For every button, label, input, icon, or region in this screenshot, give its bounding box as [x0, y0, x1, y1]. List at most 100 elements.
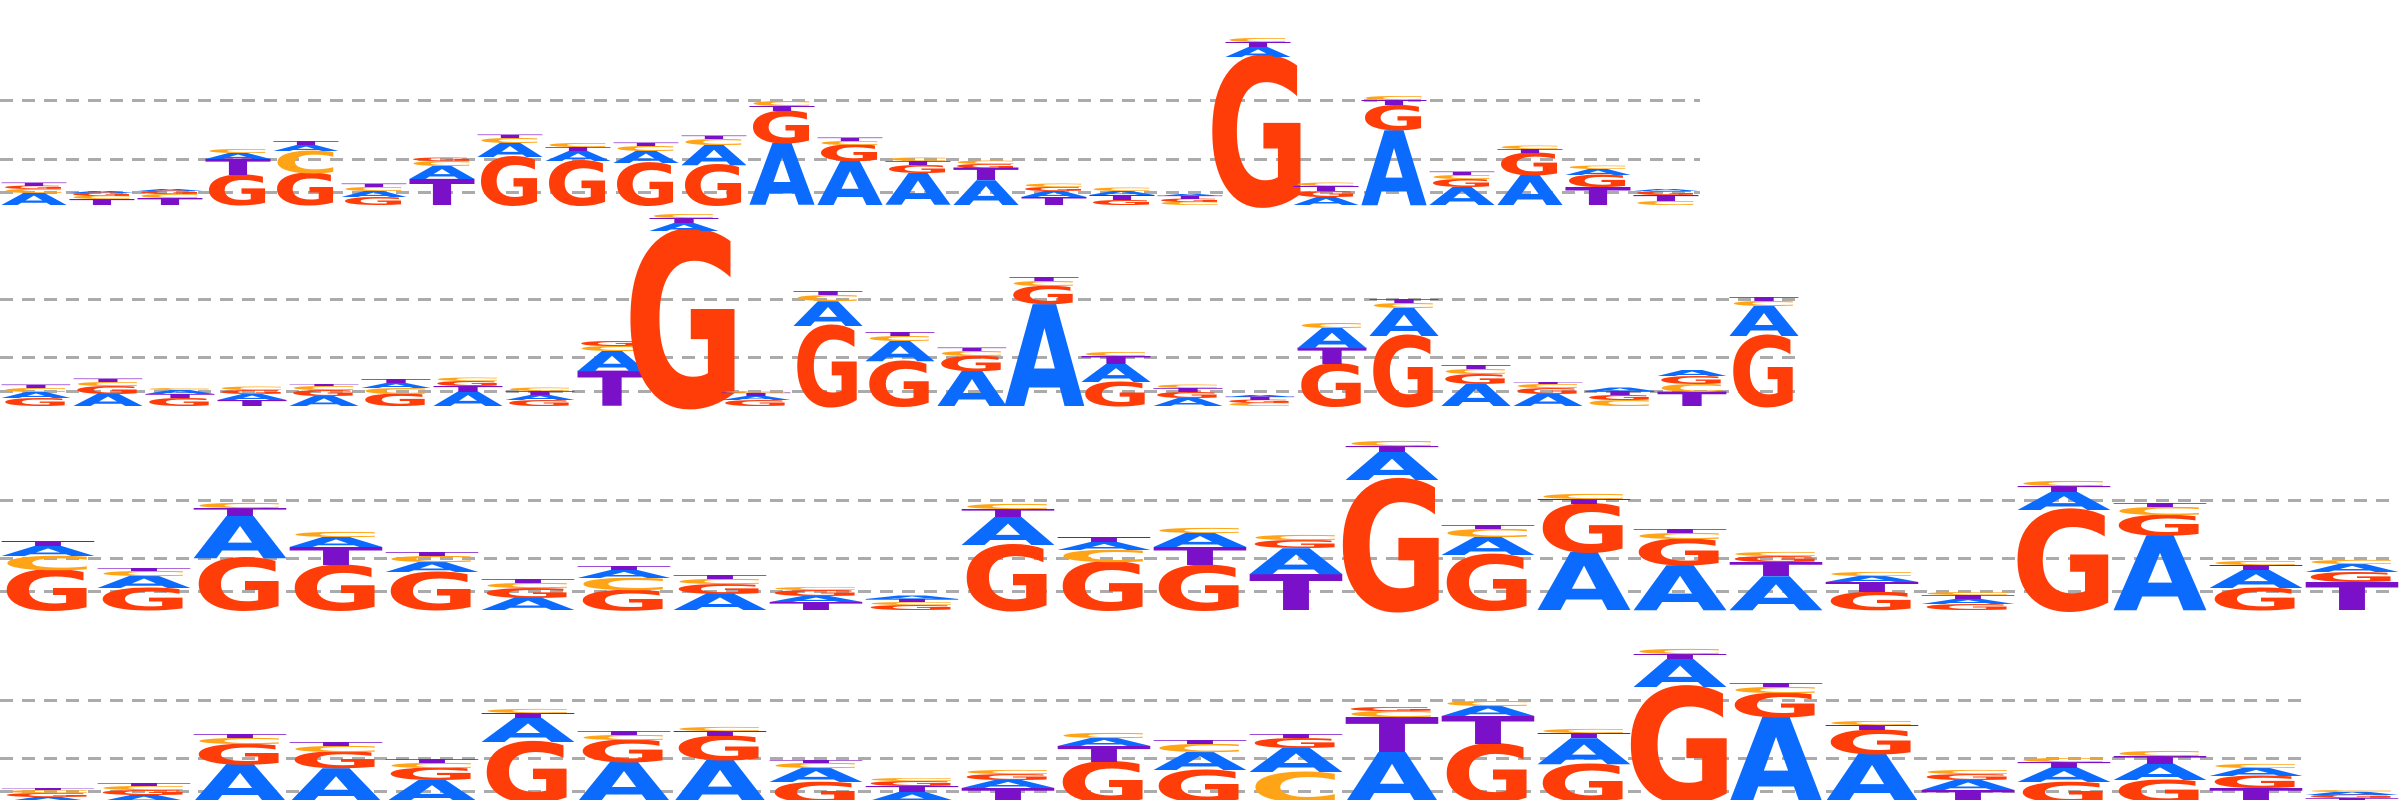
svg-text:T: T	[1497, 148, 1563, 154]
svg-text:T: T	[69, 197, 135, 207]
logo-letter-A: A	[2209, 565, 2303, 594]
svg-text:A: A	[577, 346, 648, 378]
logo-letter-G: G	[1153, 761, 1247, 800]
svg-text:A: A	[865, 789, 959, 800]
svg-text:G: G	[2305, 794, 2399, 799]
svg-text:C: C	[1009, 280, 1079, 288]
logo-letter-G: G	[1441, 371, 1511, 387]
logo-letter-C: C	[1, 552, 95, 574]
svg-text:G: G	[1153, 761, 1247, 800]
svg-text:A: A	[217, 393, 287, 403]
logo-letter-C: C	[433, 377, 503, 382]
svg-text:T: T	[885, 160, 951, 166]
svg-text:A: A	[545, 149, 611, 165]
svg-text:T: T	[673, 574, 767, 580]
svg-text:C: C	[1153, 527, 1247, 535]
logo-letter-C: C	[1225, 37, 1291, 43]
svg-text:A: A	[341, 189, 407, 199]
svg-text:A: A	[865, 595, 960, 600]
logo-letter-C: C	[2305, 559, 2399, 565]
logo-letter-T: T	[341, 183, 408, 188]
svg-text:A: A	[937, 362, 1007, 418]
svg-text:G: G	[137, 190, 203, 195]
logo-letter-G: G	[505, 399, 575, 409]
logo-letter-A: A	[481, 595, 575, 614]
logo-letter-C: C	[69, 195, 135, 200]
svg-text:T: T	[1249, 733, 1343, 739]
logo-letter-A: A	[1657, 369, 1727, 379]
svg-text:T: T	[433, 385, 504, 395]
svg-text:A: A	[1921, 777, 2015, 793]
logo-letter-C: C	[1633, 531, 1727, 541]
svg-text:G: G	[1441, 371, 1511, 387]
svg-text:G: G	[69, 192, 135, 197]
logo-letter-A: A	[409, 163, 476, 183]
logo-letter-C: C	[1513, 383, 1583, 389]
svg-text:G: G	[793, 305, 863, 433]
svg-text:T: T	[545, 146, 611, 152]
svg-text:T: T	[1249, 564, 1343, 622]
logo-letter-A: A	[1633, 553, 1727, 625]
svg-text:G: G	[1921, 602, 2015, 612]
svg-text:C: C	[1345, 440, 1439, 448]
logo-letter-A: A	[1633, 652, 1728, 696]
logo-letter-T: T	[1249, 733, 1343, 739]
logo-letter-A: A	[193, 504, 287, 571]
logo-letter-T: T	[1297, 344, 1368, 370]
svg-text:G: G	[73, 384, 143, 397]
svg-text:A: A	[145, 389, 216, 395]
logo-letter-T: T	[1225, 396, 1295, 401]
svg-text:C: C	[865, 601, 959, 606]
svg-text:T: T	[577, 362, 647, 418]
logo-letter-C: C	[1537, 493, 1631, 501]
logo-letter-A: A	[2209, 766, 2303, 779]
svg-text:G: G	[477, 144, 543, 221]
logo-letter-G: G	[273, 164, 339, 215]
svg-text:T: T	[865, 331, 935, 337]
svg-text:C: C	[1537, 728, 1631, 734]
svg-text:G: G	[1, 560, 95, 624]
logo-letter-G: G	[73, 384, 143, 397]
logo-letter-T: T	[1497, 148, 1563, 154]
logo-letter-A: A	[145, 389, 216, 395]
logo-letter-C: C	[1657, 382, 1727, 395]
svg-text:C: C	[1441, 368, 1511, 376]
svg-text:T: T	[137, 196, 203, 207]
logo-letter-A: A	[865, 336, 936, 368]
logo-letter-G: G	[433, 380, 503, 388]
svg-text:A: A	[1633, 652, 1728, 696]
logo-letter-C: C	[1081, 351, 1151, 357]
svg-text:C: C	[545, 142, 611, 148]
svg-text:A: A	[1089, 190, 1156, 196]
logo-letter-G: G	[937, 352, 1007, 376]
svg-text:T: T	[961, 507, 1055, 520]
logo-letter-G: G	[1206, 17, 1310, 253]
svg-text:T: T	[1369, 298, 1439, 304]
logo-letter-G: G	[2113, 774, 2207, 800]
svg-text:T: T	[1157, 195, 1224, 200]
logo-letter-T: T	[193, 506, 287, 519]
logo-letter-G: G	[1921, 602, 2015, 612]
logo-letter-C: C	[577, 345, 647, 353]
gridline	[0, 499, 2395, 502]
svg-text:A: A	[681, 140, 747, 172]
logo-letter-T: T	[433, 385, 504, 395]
svg-text:T: T	[953, 165, 1019, 184]
logo-letter-C: C	[2017, 480, 2111, 488]
logo-letter-A: A	[2113, 516, 2207, 635]
logo-letter-T: T	[865, 598, 959, 603]
svg-text:G: G	[385, 562, 479, 622]
logo-letter-G: G	[1, 560, 95, 624]
svg-text:A: A	[2305, 791, 2400, 796]
svg-text:T: T	[97, 782, 191, 787]
logo-letter-G: G	[2209, 773, 2303, 792]
svg-text:A: A	[1293, 195, 1359, 208]
svg-text:G: G	[2209, 773, 2303, 792]
svg-text:C: C	[1497, 145, 1563, 150]
logo-letter-C: C	[1225, 402, 1295, 407]
svg-text:G: G	[145, 396, 215, 409]
logo-letter-G: G	[289, 748, 383, 774]
logo-letter-T: T	[1921, 594, 2015, 600]
